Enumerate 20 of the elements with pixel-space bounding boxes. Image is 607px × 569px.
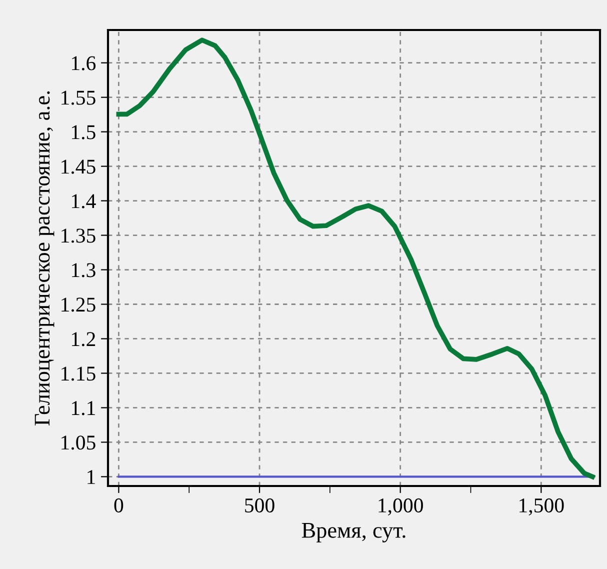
x-axis-title: Время, сут.: [302, 523, 406, 542]
x-tick-label: 0: [114, 498, 124, 512]
y-tick-label: 1.1: [72, 401, 95, 416]
x-tick-label: 500: [245, 498, 274, 512]
x-tick-label: 1,000: [378, 498, 423, 516]
x-tick-label: 1,500: [520, 498, 564, 516]
y-tick-label: 1.45: [62, 160, 96, 174]
y-tick-label: 1.55: [62, 90, 96, 105]
y-tick-label: 1.35: [62, 228, 96, 243]
y-tick-label: 1: [88, 470, 95, 484]
y-tick-label: 1.6: [72, 56, 96, 70]
y-tick-label: 1.3: [72, 263, 96, 278]
y-tick-label: 1.4: [72, 194, 96, 208]
y-tick-label: 1.2: [72, 332, 96, 346]
y-tick-label: 1.05: [62, 436, 96, 450]
line-series: [116, 38, 595, 480]
y-tick-label: 1.15: [62, 366, 96, 381]
y-tick-label: 1.25: [62, 298, 96, 312]
y-axis-title: Гелиоцентрическое расстояние, а.е.: [34, 91, 54, 426]
y-tick-label: 1.5: [72, 125, 96, 140]
